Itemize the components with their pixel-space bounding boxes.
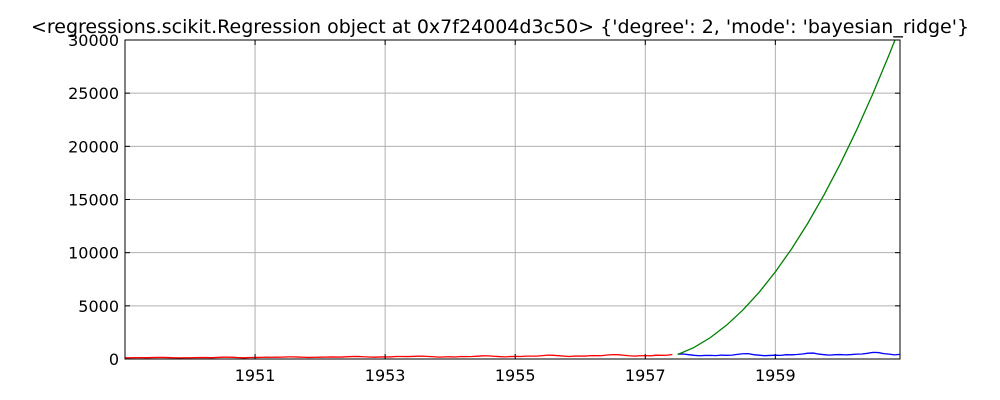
x-tick-label: 1957 xyxy=(625,366,666,385)
y-tick-label: 20000 xyxy=(68,137,119,156)
x-tick-label: 1955 xyxy=(495,366,536,385)
x-axis-tick-labels: 1951 1953 1955 1957 1959 xyxy=(235,366,796,385)
x-tick-label: 1959 xyxy=(755,366,796,385)
series-line-red xyxy=(125,353,673,359)
y-tick-label: 10000 xyxy=(68,244,119,263)
series-group xyxy=(125,40,900,359)
y-tick-label: 25000 xyxy=(68,84,119,103)
axis-ticks xyxy=(125,39,900,360)
series-line-green xyxy=(677,40,896,356)
x-tick-label: 1953 xyxy=(365,366,406,385)
y-tick-label: 15000 xyxy=(68,191,119,210)
series-line-blue xyxy=(677,351,900,357)
y-tick-label: 5000 xyxy=(78,297,119,316)
grid xyxy=(125,40,900,359)
y-tick-label: 30000 xyxy=(68,31,119,50)
chart-title: <regressions.scikit.Regression object at… xyxy=(31,16,969,38)
y-axis-tick-labels: 0 5000 10000 15000 20000 25000 30000 xyxy=(68,31,119,369)
y-tick-label: 0 xyxy=(109,350,119,369)
x-tick-label: 1951 xyxy=(235,366,276,385)
